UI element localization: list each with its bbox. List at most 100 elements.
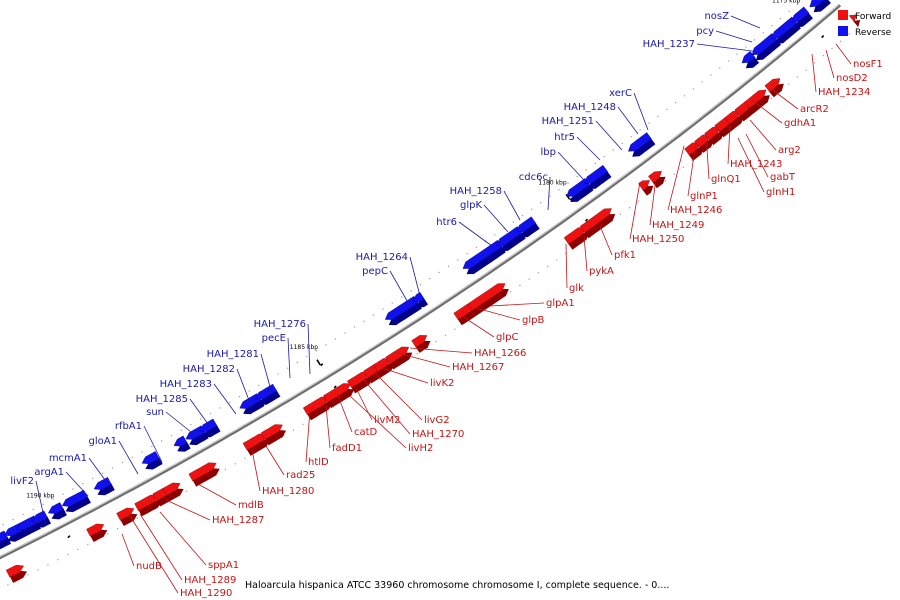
gene-name: livG2 [424,415,450,426]
gene-feature-body [751,33,778,56]
gene-name: HAH_1250 [632,234,684,245]
gene-label-pyka: pykA [583,235,614,277]
gene-feature-shadow [177,441,191,452]
gene-feature-pepc [384,295,422,326]
legend-reverse-swatch [838,26,848,36]
gene-label-hah-1290: HAH_1290 [129,515,232,599]
gene-feature-sun [628,132,656,157]
tick-mark-minor [67,535,71,539]
gene-name: pecE [262,333,286,344]
gene-label-nosz: nosZ [704,11,761,29]
gene-name: glpC [496,332,518,343]
gene-feature-shadow [698,139,714,153]
gene-name: HAH_1267 [452,362,504,373]
leader-line [325,405,331,449]
tick-label: 1175 kbp [772,0,800,5]
gene-feature-shadow [748,95,770,114]
backbone-line [0,3,842,560]
leader-line [337,395,353,433]
gene-feature-body [86,523,105,537]
leader-line [389,270,411,307]
gene-feature-pece [462,239,506,275]
gene-feature-hah-1267 [648,171,666,189]
gene-feature-body [744,89,767,109]
gene-feature-shadow [350,377,373,394]
gene-name: nudB [136,561,162,572]
gene-name: glk [569,283,584,294]
leader-line [751,99,783,124]
chromosome-backbone [0,0,859,586]
gene-label-glpb: glpB [475,307,544,326]
gene-label-cdc6c: cdc6c [519,172,551,211]
gene-name: nosD2 [836,73,868,84]
leader-line [65,471,89,497]
leader-line [687,141,697,197]
gene-feature-xerc [31,510,51,528]
gene-name: htr6 [436,217,457,228]
gene-label-hah-1280: HAH_1280 [251,449,314,497]
gene-feature-cdc6c [173,435,191,452]
gene-label-sppa1: sppA1 [159,511,239,571]
gene-feature-hah-1266 [638,180,654,196]
legend-reverse-label: Reverse [855,28,892,38]
leader-line [265,445,285,476]
gene-feature-hah-1282 [516,216,540,238]
leader-line [835,43,852,65]
gene-feature-body [260,424,283,440]
leader-line [381,367,429,384]
gene-label-hah-1248: HAH_1248 [564,102,639,135]
gene-name: sppA1 [208,560,239,571]
gene-name: cdc6c [519,172,548,183]
gene-name: mdlB [238,500,264,511]
gene-name: HAH_1266 [474,348,526,359]
gene-label-xerc: xerC [609,88,649,131]
gene-label-hah-1283: HAH_1283 [160,379,237,415]
gene-label-glk: glk [565,243,584,294]
gene-feature-body [162,482,181,496]
gene-feature-shadow [500,231,526,251]
gene-label-hah-1285: HAH_1285 [136,394,209,425]
gene-feature-htld [764,78,784,98]
forward-track-dots [7,25,859,586]
gene-name: glpA1 [546,298,575,309]
gene-name: arcR2 [800,104,829,115]
gene-name: nosF1 [853,59,883,70]
gene-name: HAH_1289 [184,575,236,586]
gene-feature-shadow [264,430,286,446]
gene-label-lbp: lbp [541,147,585,181]
gene-name: gloA1 [89,436,117,447]
gene-name: livH2 [408,443,433,454]
gene-feature-hah-1243 [188,462,220,487]
gene-name: HAH_1248 [564,102,616,113]
leader-line [483,204,509,233]
gene-feature-shadow [728,116,744,130]
gene-feature-body [462,239,503,269]
gene-feature-rfba1 [741,51,760,69]
leader-line [129,515,179,594]
gene-feature-shadow [138,500,162,517]
gene-feature-body [185,425,206,440]
legend: Forward Reverse [838,10,892,38]
gene-label-arcr2: arcR2 [769,87,829,115]
leader-line [503,190,521,221]
gene-feature-body [199,418,218,432]
leader-line [727,125,731,165]
gene-label-rad25: rad25 [265,445,315,481]
gene-feature-body [0,530,8,543]
leader-line [139,513,183,581]
gene-feature-shadow [813,0,831,13]
gene-label-livf2: livF2 [10,476,47,527]
leader-line [633,92,649,131]
gene-label-glpc: glpC [461,315,518,343]
gene-label-mcma1: mcmA1 [49,453,109,485]
gene-label-gloa1: gloA1 [89,436,139,475]
leader-line [287,337,291,379]
legend-forward-label: Forward [855,12,891,22]
gene-feature-body [496,226,523,246]
gene-feature-fadd1 [744,89,770,114]
gene-feature-glpc [579,208,616,239]
gene-feature-hah-1281 [496,226,526,251]
gene-label-arga1: argA1 [34,467,89,497]
